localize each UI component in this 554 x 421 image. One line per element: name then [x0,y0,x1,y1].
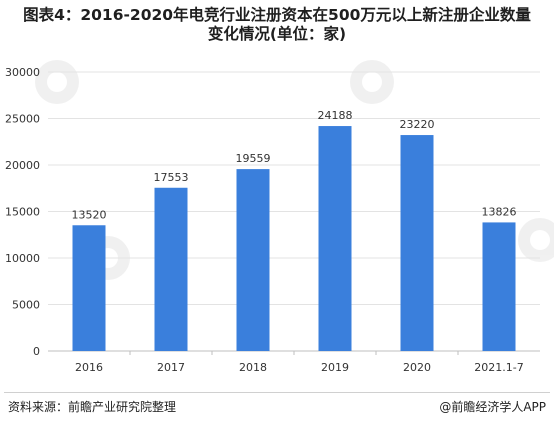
y-tick-label: 10000 [5,252,40,265]
watermark-logo-icon [350,60,394,104]
data-label: 17553 [154,171,189,184]
bar [318,126,352,351]
watermark-logo-icon [35,60,79,104]
bar [154,187,188,351]
data-label: 13520 [72,208,107,221]
data-label: 23220 [400,118,435,131]
watermark-logo-icon [518,218,554,262]
data-labels: 13520 17553 19559 24188 23220 13826 [72,109,517,221]
bars [72,126,516,351]
x-axis: 2016 2017 2018 2019 2020 2021.1-7 [75,351,524,374]
footer: 资料来源：前瞻产业研究院整理 @前瞻经济学人APP [0,392,554,421]
bar [400,135,434,351]
y-tick-label: 0 [33,345,40,358]
y-tick-label: 15000 [5,206,40,219]
x-tick-label: 2021.1-7 [474,361,523,374]
data-label: 19559 [236,152,271,165]
x-tick-label: 2018 [239,361,267,374]
bar-chart: 0 5000 10000 15000 20000 25000 30000 13520 1755… [5,60,554,374]
x-tick-label: 2020 [403,361,431,374]
chart-title-line1: 图表4：2016-2020年电竞行业注册资本在500万元以上新注册企业数量 [23,6,531,24]
bar [236,169,270,351]
y-tick-label: 25000 [5,113,40,126]
y-axis: 0 5000 10000 15000 20000 25000 30000 [5,66,40,358]
data-label: 13826 [482,205,517,218]
bar [482,222,516,351]
data-label: 24188 [318,109,353,122]
y-tick-label: 30000 [5,66,40,79]
chart-title-line2: 变化情况(单位：家) [207,25,347,43]
y-tick-label: 20000 [5,159,40,172]
footer-divider [4,392,550,393]
x-tick-label: 2017 [157,361,185,374]
grid-lines [48,71,540,352]
brand-credit: @前瞻经济学人APP [439,400,546,414]
chart-title: 图表4：2016-2020年电竞行业注册资本在500万元以上新注册企业数量 变化… [0,6,554,44]
y-tick-label: 5000 [12,299,40,312]
bar [72,225,106,351]
watermark-group [35,60,554,280]
source-note: 资料来源：前瞻产业研究院整理 [8,400,177,414]
x-tick-label: 2016 [75,361,103,374]
x-tick-label: 2019 [321,361,349,374]
